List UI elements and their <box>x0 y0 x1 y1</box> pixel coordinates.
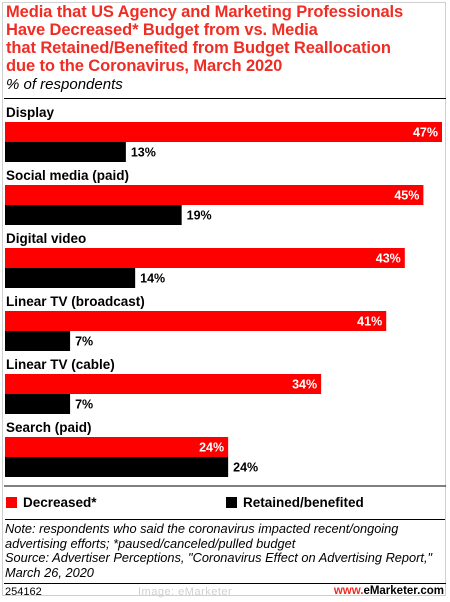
legend-swatch-black <box>226 497 237 508</box>
chart-subtitle: % of respondents <box>6 76 123 93</box>
bar-retained <box>5 268 136 288</box>
bar-chart: Display 47% 13%Social media (paid) 45% 19% Di… <box>4 105 446 487</box>
data-label: 45% <box>394 189 419 203</box>
chart-note: Note: respondents who said the coronavir… <box>5 519 445 580</box>
header-divider <box>4 98 446 99</box>
legend-swatch-red <box>6 497 17 508</box>
note-line: advertising efforts; *paused/canceled/pu… <box>5 535 296 551</box>
bar-retained <box>5 205 182 225</box>
note-line: March 26, 2020 <box>5 564 94 580</box>
bar-decreased <box>5 311 387 331</box>
footer-divider <box>4 583 446 584</box>
bar-decreased <box>5 185 424 205</box>
legend-item-retained: Retained/benefited <box>226 495 364 510</box>
chart-frame <box>2 2 446 596</box>
data-label: 14% <box>140 272 165 286</box>
title-line: due to the Coronavirus, March 2020 <box>6 57 283 75</box>
bar-retained <box>5 142 126 162</box>
legend-item-decreased: Decreased* <box>6 495 97 510</box>
category-label: Search (paid) <box>6 420 92 435</box>
chart-title: Media that US Agency and Marketing Profe… <box>6 3 444 75</box>
note-line: Source: Advertiser Perceptions, "Coronav… <box>5 550 433 566</box>
category-label: Social media (paid) <box>6 168 129 183</box>
chart-id: 254162 <box>5 586 42 598</box>
title-line: Have Decreased* Budget from vs. Media <box>6 21 318 39</box>
legend-label: Decreased* <box>23 495 97 510</box>
category-label: Linear TV (broadcast) <box>6 294 145 309</box>
bar-decreased <box>5 437 229 457</box>
bar-decreased <box>5 122 442 142</box>
bar-decreased <box>5 248 405 268</box>
data-label: 13% <box>131 146 156 160</box>
category-label: Linear TV (cable) <box>6 357 115 372</box>
data-label: 47% <box>413 126 438 140</box>
data-label: 43% <box>376 252 401 266</box>
category-label: Digital video <box>6 231 86 246</box>
emarketer-logo: www.eMarketer.com <box>333 585 444 597</box>
title-line: that Retained/Benefited from Budget Real… <box>6 39 391 57</box>
legend-label: Retained/benefited <box>243 495 364 510</box>
note-line: Note: respondents who said the coronavir… <box>5 521 399 536</box>
bar-decreased <box>5 374 322 394</box>
title-line: Media that US Agency and Marketing Profe… <box>6 3 404 21</box>
bar-retained <box>5 457 229 477</box>
data-label: 7% <box>75 398 93 412</box>
data-label: 24% <box>233 461 258 475</box>
data-label: 19% <box>187 209 212 223</box>
watermark: Image: eMarketer <box>138 586 233 598</box>
bar-retained <box>5 331 71 351</box>
data-label: 24% <box>199 441 224 455</box>
bar-retained <box>5 394 71 414</box>
data-label: 7% <box>75 335 93 349</box>
data-label: 34% <box>292 378 317 392</box>
data-label: 41% <box>357 315 382 329</box>
category-label: Display <box>6 105 55 120</box>
